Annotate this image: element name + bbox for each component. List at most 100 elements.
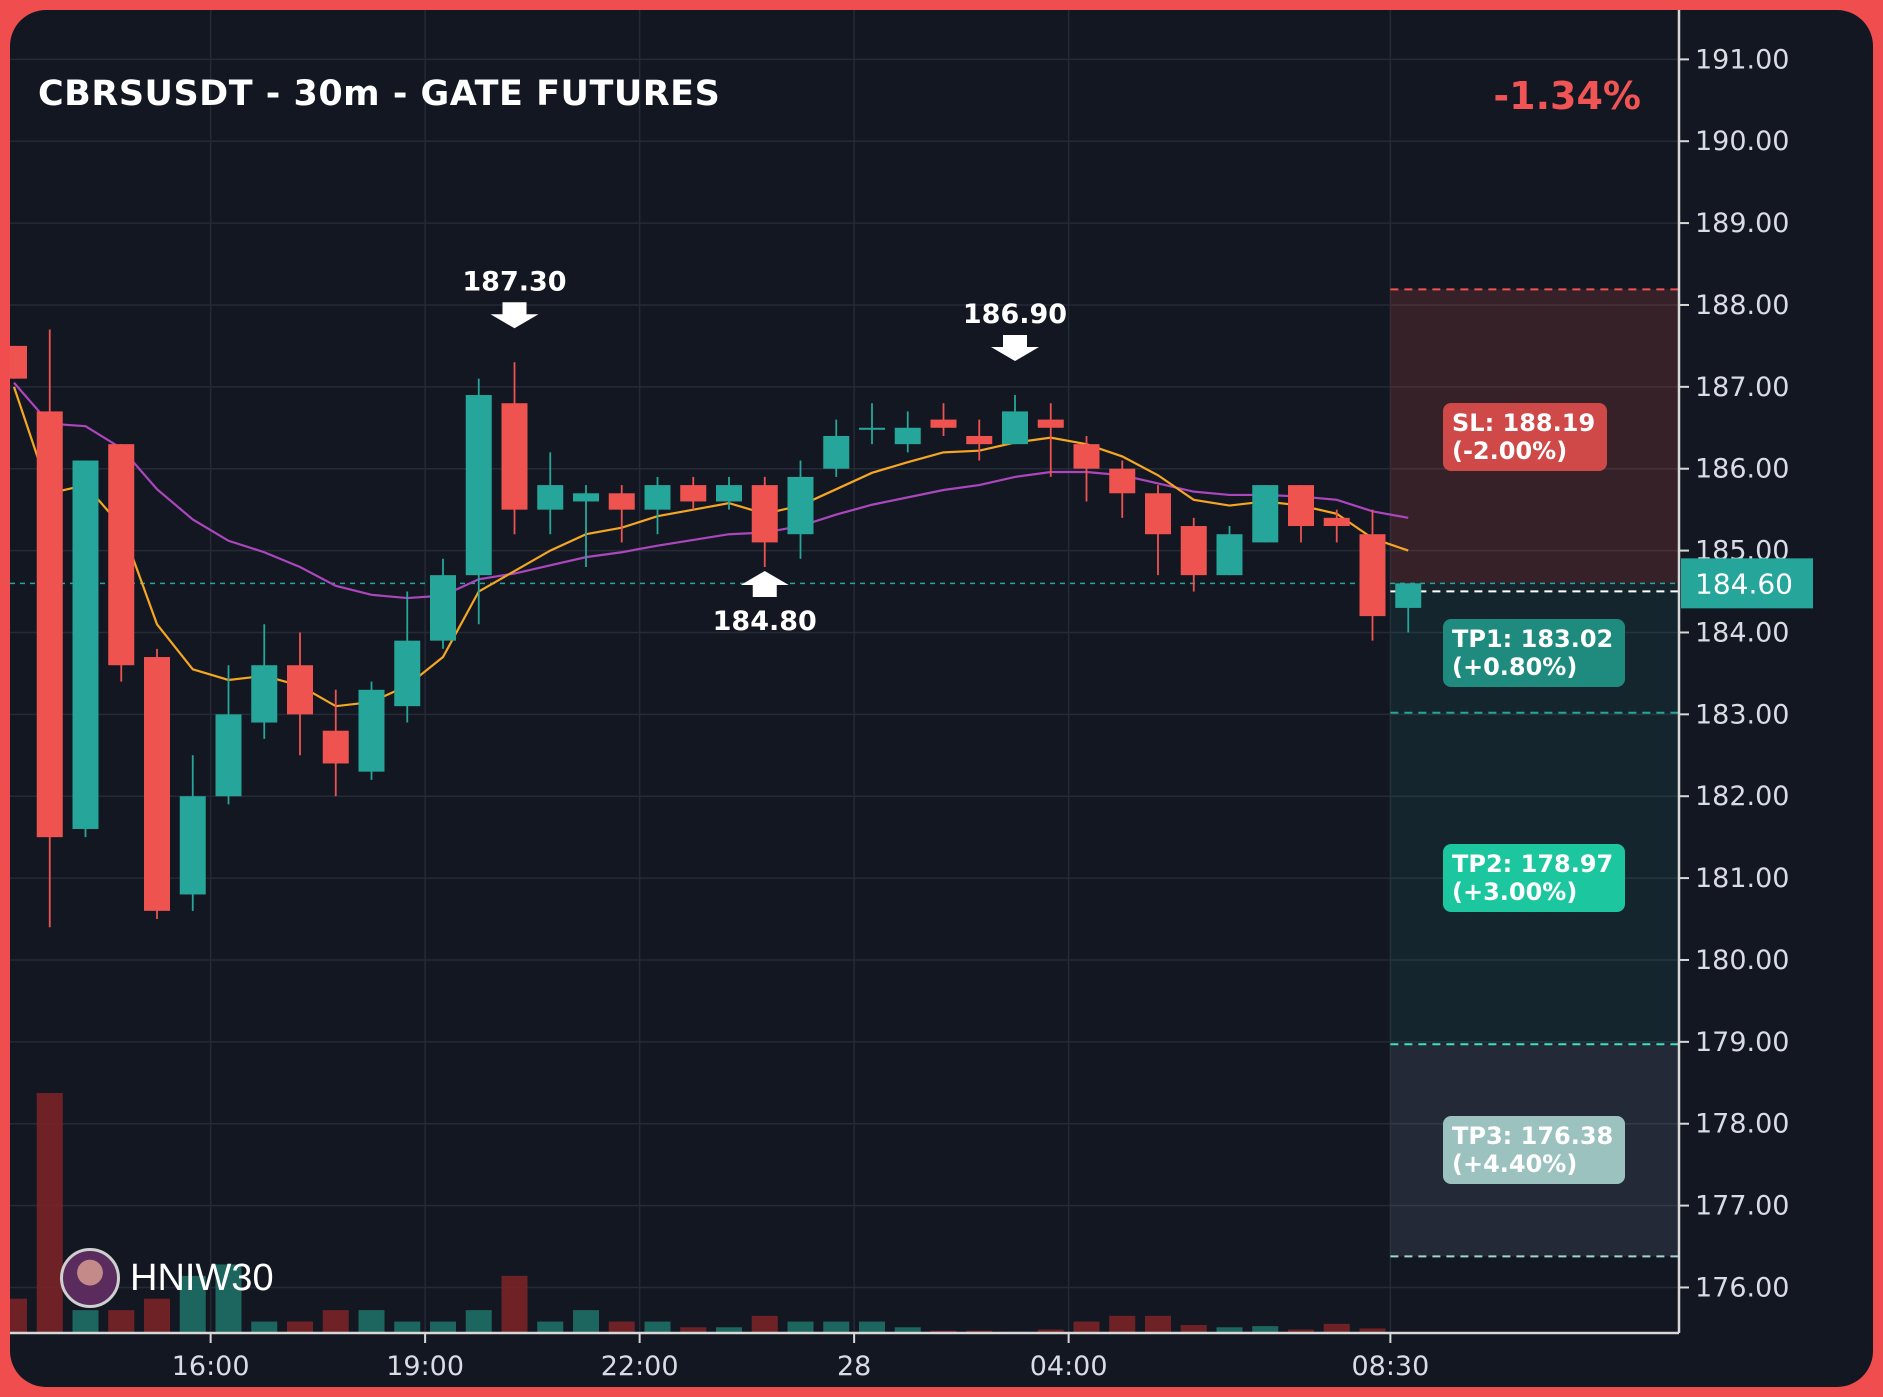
candle-body — [573, 493, 599, 502]
volume-bar — [680, 1327, 707, 1333]
y-tick-label: 190.00 — [1695, 126, 1789, 157]
volume-bar — [1073, 1321, 1100, 1333]
watermark: HNIW30 — [60, 1248, 274, 1308]
candle-body — [179, 796, 206, 895]
candle-body — [1395, 583, 1422, 608]
volume-bar — [1145, 1315, 1171, 1333]
candle-body — [322, 730, 349, 764]
volume-bar — [1180, 1325, 1207, 1333]
y-tick-label: 179.00 — [1695, 1027, 1789, 1058]
y-tick-label: 178.00 — [1695, 1109, 1789, 1140]
candle-body — [1073, 444, 1100, 469]
current-price-tag — [1681, 558, 1813, 609]
volume-bar — [859, 1321, 885, 1333]
candle-body — [930, 419, 957, 428]
low-marker-arrow — [740, 570, 789, 597]
x-tick-label: 19:00 — [386, 1351, 464, 1382]
x-tick-label: 04:00 — [1030, 1351, 1108, 1382]
candle-body — [465, 395, 492, 576]
take-profit-2-label: TP2: 178.97 (+3.00%) — [1443, 844, 1625, 912]
candle-body — [1002, 411, 1028, 445]
y-tick-label: 176.00 — [1695, 1272, 1789, 1303]
x-tick-label: 22:00 — [601, 1351, 679, 1382]
y-tick-label: 189.00 — [1695, 208, 1789, 239]
volume-bar — [144, 1298, 170, 1333]
candle-body — [1288, 485, 1314, 527]
moving-averages — [12, 382, 1409, 708]
volume-bar — [716, 1327, 742, 1333]
volume-bar — [215, 1264, 242, 1333]
candle-body — [894, 427, 921, 445]
candle-body — [1037, 419, 1064, 428]
candle-body — [716, 485, 742, 502]
y-tick-label: 187.00 — [1695, 372, 1789, 403]
low-marker-label: 184.80 — [713, 606, 817, 637]
candle-body — [680, 485, 707, 502]
volume-bar — [394, 1321, 421, 1333]
take-profit-3-label: TP3: 176.38 (+4.40%) — [1443, 1116, 1625, 1184]
volume-bar — [501, 1275, 528, 1333]
volume-bar — [1109, 1315, 1136, 1333]
candle-body — [72, 460, 99, 829]
y-tick-label: 184.00 — [1695, 617, 1789, 648]
y-tick-label: 177.00 — [1695, 1191, 1789, 1222]
ma-fast-line — [12, 386, 1409, 708]
candle-body — [966, 435, 993, 445]
candle-body — [751, 485, 778, 543]
candle-body — [287, 665, 313, 715]
volume-bar — [322, 1310, 349, 1333]
candle-body — [1359, 534, 1386, 617]
volume-bar — [72, 1310, 99, 1333]
volume-bar — [358, 1310, 385, 1333]
volume-bar — [179, 1275, 206, 1333]
volume-bar — [36, 1093, 63, 1333]
candle-body — [1323, 517, 1350, 527]
candle-body — [823, 435, 850, 469]
high-marker-label: 186.90 — [963, 299, 1067, 330]
candle-body — [251, 665, 278, 723]
volume-bar — [644, 1321, 671, 1333]
candle-body — [215, 714, 242, 797]
candle-body — [36, 411, 63, 838]
candle-body — [108, 444, 135, 666]
stop-loss-label: SL: 188.19 (-2.00%) — [1443, 403, 1607, 471]
candle-body — [430, 575, 456, 641]
candles — [10, 329, 1422, 928]
candle-body — [644, 485, 671, 510]
candle-body — [608, 493, 635, 510]
chart-frame: 187.30 186.90 184.80 191.00 190.00 189.00 188… — [10, 10, 1873, 1387]
y-tick-label: 182.00 — [1695, 781, 1789, 812]
price-change: -1.34% — [1493, 74, 1641, 118]
volume-bar — [287, 1321, 313, 1333]
volume-bar — [1216, 1327, 1243, 1333]
volume-bar — [787, 1321, 814, 1333]
y-tick-label: 186.00 — [1695, 454, 1789, 485]
candle-body — [1216, 534, 1243, 576]
volume-bar — [537, 1321, 564, 1333]
y-tick-label: 181.00 — [1695, 863, 1789, 894]
volume-bar — [251, 1321, 278, 1333]
candle-body — [859, 427, 885, 430]
high-marker-label: 187.30 — [462, 266, 566, 297]
volume-bar — [108, 1310, 135, 1333]
volume-bar — [1288, 1329, 1314, 1333]
volume-bar — [10, 1298, 27, 1333]
y-tick-label: 180.00 — [1695, 945, 1789, 976]
current-price-label: 184.60 — [1695, 567, 1793, 600]
volume-bar — [894, 1327, 921, 1333]
x-tick-label: 08:30 — [1351, 1351, 1429, 1382]
y-tick-label: 183.00 — [1695, 699, 1789, 730]
take-profit-1-label: TP1: 183.02 (+0.80%) — [1443, 619, 1625, 687]
chart-title: CBRSUSDT - 30m - GATE FUTURES — [38, 74, 721, 114]
candle-body — [1180, 526, 1207, 576]
volume-bar — [608, 1321, 635, 1333]
trade-zones — [10, 288, 1679, 1258]
volume-bar — [1252, 1326, 1279, 1333]
volume-bar — [1323, 1323, 1350, 1333]
avatar — [60, 1248, 120, 1308]
candle-body — [394, 640, 421, 707]
candle-body — [144, 657, 170, 911]
candle-body — [1145, 493, 1171, 535]
axes: 191.00190.00189.00188.00187.00186.00185.… — [10, 10, 1813, 1382]
candle-body — [787, 476, 814, 535]
